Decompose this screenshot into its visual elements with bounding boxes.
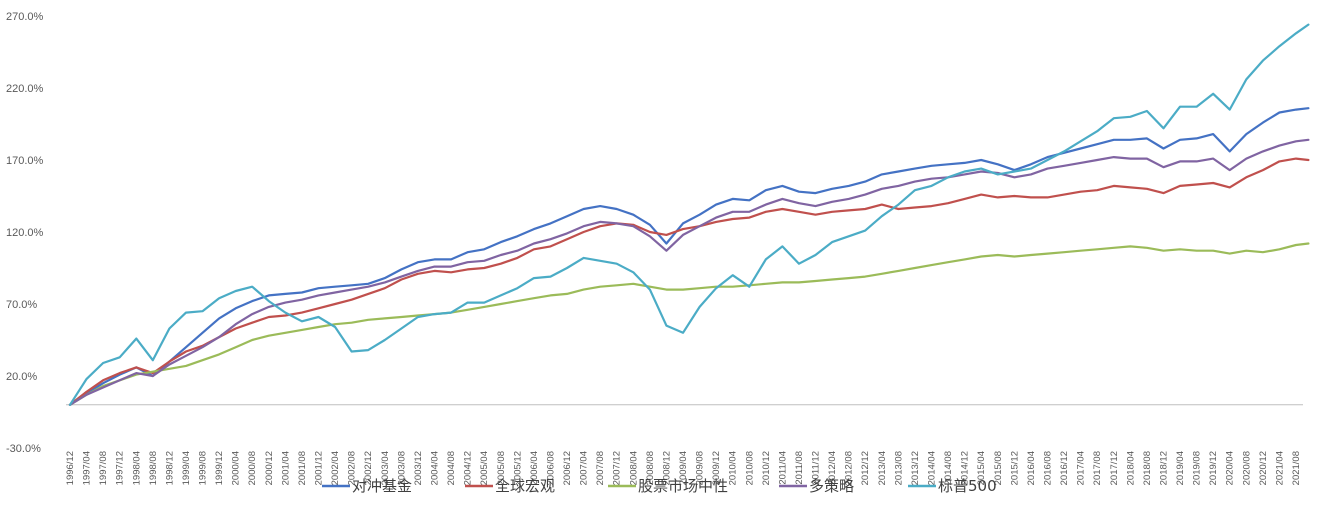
x-tick-label: 2014/04	[927, 451, 938, 485]
x-tick-label: 2008/08	[645, 451, 656, 485]
x-tick-label: 2011/04	[777, 451, 788, 485]
x-tick-label: 1997/12	[115, 451, 126, 485]
x-tick-label: 2012/08	[844, 451, 855, 485]
x-axis: 1996/12 1997/04 1997/08 1997/12 1998/04 1998/…	[65, 404, 1303, 485]
x-tick-label: 2005/08	[496, 451, 507, 485]
x-tick-label: 2011/12	[811, 451, 822, 485]
x-tick-label: 2021/08	[1291, 451, 1302, 485]
x-tick-label: 2019/12	[1208, 451, 1219, 485]
x-tick-label: 2013/12	[910, 451, 921, 485]
x-tick-label: 1998/12	[164, 451, 175, 485]
y-tick-label: 20.0%	[6, 371, 37, 383]
x-tick-label: 2010/04	[728, 451, 739, 485]
x-tick-label: 1999/04	[181, 451, 192, 485]
x-tick-label: 2008/12	[661, 451, 672, 485]
x-tick-label: 2003/04	[380, 451, 391, 485]
x-tick-label: 2000/08	[247, 451, 258, 485]
x-tick-label: 2016/08	[1042, 451, 1053, 485]
y-tick-label: 170.0%	[6, 155, 44, 167]
x-tick-label: 2009/04	[678, 451, 689, 485]
x-tick-label: 1997/04	[82, 451, 93, 485]
x-tick-label: 2001/04	[280, 451, 291, 485]
x-tick-label: 1999/08	[198, 451, 209, 485]
x-tick-label: 2010/12	[761, 451, 772, 485]
x-tick-label: 2020/04	[1225, 451, 1236, 485]
x-tick-label: 2002/04	[330, 451, 341, 485]
y-axis: 270.0% 220.0% 170.0% 120.0% 70.0% 20.0% -30.0%	[6, 11, 44, 455]
x-tick-label: 2018/04	[1125, 451, 1136, 485]
y-tick-label: 70.0%	[6, 299, 37, 311]
x-tick-label: 1998/08	[148, 451, 159, 485]
y-tick-label: 120.0%	[6, 227, 44, 239]
y-tick-label: 270.0%	[6, 11, 44, 23]
series-line-5	[68, 23, 1310, 406]
x-tick-label: 2000/04	[231, 451, 242, 485]
x-tick-label: 2006/04	[529, 451, 540, 485]
x-tick-label: 2020/12	[1258, 451, 1269, 485]
x-tick-label: 2009/12	[711, 451, 722, 485]
x-tick-label: 2013/04	[877, 451, 888, 485]
x-tick-label: 2006/12	[562, 451, 573, 485]
x-tick-label: 2002/12	[363, 451, 374, 485]
x-tick-label: 2000/12	[264, 451, 275, 485]
legend-label-3: 股票市场中性	[638, 477, 728, 495]
x-tick-label: 2012/12	[860, 451, 871, 485]
x-tick-label: 2013/08	[893, 451, 904, 485]
x-tick-label: 2004/08	[446, 451, 457, 485]
x-tick-label: 2019/08	[1192, 451, 1203, 485]
series-line-4	[68, 138, 1310, 406]
series-line-3	[68, 242, 1310, 406]
legend: 对冲基金 全球宏观 股票市场中性 多策略 标普500	[322, 477, 997, 495]
x-tick-label: 2015/08	[993, 451, 1004, 485]
x-tick-label: 2010/08	[744, 451, 755, 485]
x-tick-label: 2005/12	[512, 451, 523, 485]
x-tick-label: 2012/04	[827, 451, 838, 485]
x-tick-label: 1998/04	[131, 451, 142, 485]
x-tick-label: 2015/04	[976, 451, 987, 485]
x-tick-label: 2015/12	[1009, 451, 1020, 485]
legend-label-1: 对冲基金	[352, 477, 412, 495]
x-tick-label: 2007/12	[612, 451, 623, 485]
x-tick-label: 2017/08	[1092, 451, 1103, 485]
x-tick-label: 2017/12	[1109, 451, 1120, 485]
x-tick-label: 1996/12	[65, 451, 76, 485]
series-line-1	[68, 107, 1310, 406]
series-lines	[68, 23, 1310, 406]
x-tick-label: 2020/08	[1241, 451, 1252, 485]
x-tick-label: 2016/04	[1026, 451, 1037, 485]
x-tick-label: 2014/12	[960, 451, 971, 485]
x-tick-label: 2019/04	[1175, 451, 1186, 485]
legend-label-2: 全球宏观	[495, 477, 555, 495]
x-tick-label: 2004/04	[429, 451, 440, 485]
x-tick-label: 2005/04	[479, 451, 490, 485]
x-tick-label: 2016/12	[1059, 451, 1070, 485]
y-tick-label: -30.0%	[6, 443, 41, 455]
legend-label-4: 多策略	[809, 477, 854, 495]
x-tick-label: 2011/08	[794, 451, 805, 485]
x-tick-label: 2018/12	[1158, 451, 1169, 485]
x-tick-label: 2017/04	[1076, 451, 1087, 485]
x-tick-label: 1999/12	[214, 451, 225, 485]
x-tick-label: 2007/08	[595, 451, 606, 485]
series-line-2	[68, 157, 1310, 406]
x-tick-label: 2021/04	[1274, 451, 1285, 485]
y-tick-label: 220.0%	[6, 83, 44, 95]
x-tick-label: 2004/12	[463, 451, 474, 485]
x-tick-label: 2008/04	[628, 451, 639, 485]
x-tick-label: 2003/08	[396, 451, 407, 485]
x-tick-label: 2001/12	[314, 451, 325, 485]
x-tick-label: 2018/08	[1142, 451, 1153, 485]
x-tick-label: 1997/08	[98, 451, 109, 485]
x-tick-label: 2001/08	[297, 451, 308, 485]
x-tick-label: 2002/08	[347, 451, 358, 485]
x-tick-label: 2009/08	[695, 451, 706, 485]
x-tick-label: 2007/04	[579, 451, 590, 485]
x-tick-label: 2003/12	[413, 451, 424, 485]
x-tick-label: 2014/08	[943, 451, 954, 485]
legend-label-5: 标普500	[938, 477, 997, 495]
x-tick-label: 2006/08	[545, 451, 556, 485]
